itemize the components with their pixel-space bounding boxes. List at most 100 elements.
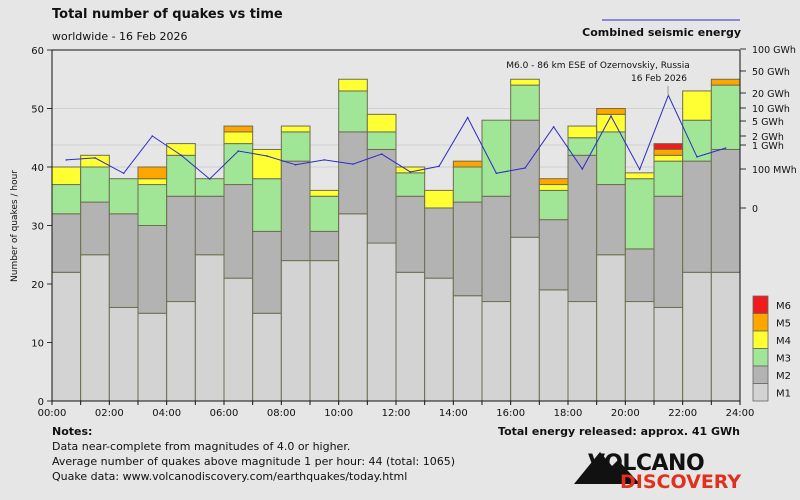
bar-segment-m1 <box>366 242 397 402</box>
bar-segment-m1 <box>682 271 712 402</box>
x-tick-label: 06:00 <box>210 408 239 419</box>
energy-legend-label: Combined seismic energy <box>582 26 741 39</box>
bar-segment-m1 <box>166 301 196 402</box>
bar-segment-m4 <box>338 78 368 92</box>
bar-segment-m4 <box>624 172 655 180</box>
bar-21 <box>653 143 684 402</box>
bar-segment-m3 <box>338 90 368 133</box>
bar-segment-m2 <box>280 160 311 262</box>
bar-segment-m4 <box>166 143 196 156</box>
bar-23 <box>710 78 741 402</box>
bar-19 <box>596 108 626 402</box>
right-tick-label: 10 GWh <box>752 104 790 115</box>
x-tick-label: 00:00 <box>38 408 67 419</box>
bar-segment-m1 <box>137 312 168 402</box>
bar-segment-m2 <box>309 230 340 262</box>
right-tick-label: 1 GWh <box>752 141 784 152</box>
bar-segment-m2 <box>223 184 254 279</box>
bar-00 <box>51 166 82 402</box>
bar-segment-m5 <box>596 108 626 115</box>
legend-label-m2: M2 <box>776 371 791 382</box>
legend-swatch-m4 <box>752 330 769 349</box>
bar-segment-m5 <box>653 148 684 156</box>
bar-segment-m3 <box>510 84 540 121</box>
bar-segment-m4 <box>280 125 311 133</box>
bar-segment-m4 <box>424 189 454 209</box>
bar-segment-m2 <box>108 213 139 308</box>
bar-segment-m2 <box>538 219 569 291</box>
right-tick-label: 50 GWh <box>752 67 790 78</box>
y-tick-label: 10 <box>31 339 44 350</box>
bar-12 <box>395 166 426 402</box>
right-tick-label: 100 GWh <box>752 45 796 56</box>
energy-point <box>65 159 68 161</box>
x-tick-label: 10:00 <box>324 408 353 419</box>
legend-label-m1: M1 <box>776 389 791 400</box>
bar-segment-m3 <box>309 195 340 232</box>
bar-segment-m2 <box>653 195 684 308</box>
bar-segment-m3 <box>481 119 512 197</box>
bar-segment-m3 <box>653 160 684 197</box>
energy-point <box>151 135 154 137</box>
energy-point <box>610 115 612 117</box>
logo-text-discovery: DISCOVERY <box>620 471 741 493</box>
annotation-line1: M6.0 - 86 km ESE of Ozernovskiy, Russia <box>506 61 690 71</box>
energy-point <box>409 171 412 173</box>
bar-segment-m5 <box>452 160 483 168</box>
bar-segment-m2 <box>624 248 655 303</box>
y-tick-label: 30 <box>31 222 44 233</box>
energy-point <box>266 155 268 157</box>
energy-point <box>495 172 498 175</box>
bar-18 <box>567 125 598 402</box>
bar-segment-m2 <box>395 195 426 273</box>
bar-segment-m2 <box>452 201 483 297</box>
bar-segment-m1 <box>280 260 311 402</box>
energy-line <box>66 94 726 180</box>
x-tick-label: 16:00 <box>496 408 525 419</box>
y-tick-label: 0 <box>38 397 44 408</box>
bar-segment-m3 <box>710 84 741 150</box>
bar-segment-m3 <box>137 184 168 227</box>
energy-point <box>696 156 698 158</box>
note-line: Average number of quakes above magnitude… <box>52 455 455 468</box>
bar-segment-m2 <box>194 195 225 256</box>
bar-segment-m2 <box>252 230 282 314</box>
bar-segment-m1 <box>653 306 684 402</box>
bar-segment-m2 <box>166 195 196 303</box>
bar-segment-m2 <box>366 148 397 244</box>
energy-point <box>581 168 584 170</box>
bar-15 <box>481 119 512 402</box>
x-tick-label: 02:00 <box>95 408 124 419</box>
energy-point <box>94 157 96 159</box>
y-tick-label: 50 <box>31 105 44 116</box>
right-tick-label: 100 MWh <box>752 165 797 176</box>
bar-06 <box>223 125 254 402</box>
legend-swatch-m2 <box>752 365 769 384</box>
bar-segment-m1 <box>395 271 426 402</box>
bar-segment-m3 <box>395 172 426 197</box>
bar-segment-m3 <box>80 166 110 203</box>
bar-07 <box>252 148 282 402</box>
right-tick-label: 0 <box>752 204 758 215</box>
bar-segment-m4 <box>223 131 254 145</box>
energy-point <box>638 168 641 171</box>
bar-segment-m3 <box>166 154 196 197</box>
bar-segment-m1 <box>194 254 225 402</box>
bar-segment-m1 <box>538 289 569 402</box>
y-axis-label: Number of quakes / hour <box>10 170 20 282</box>
chart-subtitle: worldwide - 16 Feb 2026 <box>52 30 188 43</box>
y-tick-label: 60 <box>31 46 44 57</box>
bar-segment-m1 <box>624 301 655 402</box>
legend-swatch-m1 <box>752 383 769 402</box>
chart-title: Total number of quakes vs time <box>52 7 283 22</box>
energy-point <box>724 147 727 149</box>
bar-segment-m1 <box>424 277 454 402</box>
bar-segment-m4 <box>682 90 712 121</box>
bar-segment-m5 <box>538 178 569 186</box>
bar-segment-m4 <box>137 178 168 186</box>
bar-13 <box>424 189 454 402</box>
bar-segment-m1 <box>223 277 254 402</box>
energy-point <box>438 165 440 168</box>
legend-swatch-m5 <box>752 313 769 332</box>
bar-segment-m3 <box>252 178 282 232</box>
